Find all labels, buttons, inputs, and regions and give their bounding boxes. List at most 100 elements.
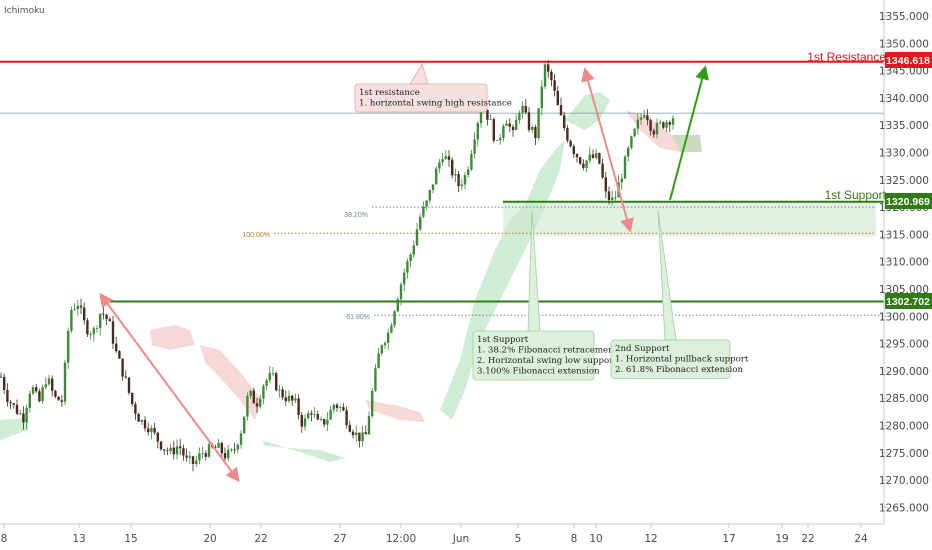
cloud-segment — [262, 440, 345, 462]
candle-body — [563, 115, 566, 129]
candle-body — [319, 419, 323, 420]
candle-body — [92, 328, 95, 335]
candle-body — [111, 321, 115, 344]
candle-body — [83, 307, 86, 321]
candle-body — [399, 284, 403, 300]
price-tick-label: 1265.000 — [879, 502, 929, 514]
candle-body — [127, 377, 131, 393]
candle-body — [15, 404, 19, 414]
candle-body — [99, 313, 102, 329]
candle-body — [502, 125, 505, 139]
support-label: 1st Support — [825, 188, 887, 202]
candle-body — [31, 387, 35, 394]
candle-body — [300, 415, 303, 427]
candle-body — [633, 128, 636, 137]
support2-price: 1302.702 — [886, 296, 930, 308]
candle-body — [19, 413, 22, 415]
support-price: 1320.969 — [886, 196, 930, 208]
candle-body — [44, 384, 47, 388]
candle-body — [611, 197, 614, 200]
candle-body — [105, 314, 108, 320]
time-tick-label: 8 — [571, 533, 578, 545]
price-tick-label: 1285.000 — [879, 393, 929, 405]
candle-body — [659, 122, 662, 124]
candle-body — [396, 299, 399, 312]
candle-body — [515, 119, 518, 130]
candle-body — [585, 160, 588, 168]
support2-note-box — [610, 339, 731, 379]
candle-body — [236, 444, 239, 450]
candle-body — [131, 392, 134, 405]
candle-body — [268, 373, 271, 381]
candle-body — [646, 115, 649, 121]
candle-body — [47, 378, 51, 385]
time-axis[interactable]: 8 13 15 20 22 27 12:00 Jun 5 8 10 12 17 19 22 24 — [1, 524, 868, 545]
candle-body — [12, 403, 15, 405]
candle-body — [262, 385, 265, 399]
candle-body — [540, 86, 543, 109]
candle-body — [451, 159, 454, 176]
candle-body — [505, 123, 508, 126]
candle-body — [499, 138, 502, 141]
price-tick-label: 1280.000 — [879, 421, 929, 433]
candle-body — [265, 380, 268, 386]
resistance-note-line: 1. horizontal swing high resistance — [359, 99, 512, 109]
candle-body — [95, 328, 99, 329]
candle-body — [323, 419, 326, 425]
candle-body — [86, 320, 89, 335]
candle-body — [623, 156, 627, 179]
price-axis[interactable]: 1265.000 1270.000 1275.000 1280.000 1285.000… — [879, 11, 929, 514]
candle-body — [406, 261, 409, 273]
candle-body — [275, 373, 278, 391]
candle-body — [403, 272, 406, 285]
candle-body — [182, 448, 185, 456]
candle-body — [326, 419, 329, 425]
candle-body — [179, 446, 182, 449]
price-tick-label: 1300.000 — [879, 311, 929, 323]
time-tick-label: 15 — [124, 533, 137, 545]
resistance-note-pointer — [409, 63, 429, 85]
candle-body — [476, 123, 479, 140]
candle-body — [137, 413, 140, 422]
candle-body — [575, 153, 579, 158]
time-tick-label: 13 — [72, 533, 85, 545]
candle-body — [124, 376, 127, 378]
cloud-segment — [0, 412, 28, 440]
price-flags: 1346.618 1320.969 1302.702 — [885, 52, 932, 309]
candle-body — [371, 390, 374, 417]
candle-body — [431, 184, 435, 190]
candle-body — [28, 393, 31, 408]
candle-body — [534, 127, 537, 139]
candle-body — [118, 351, 121, 359]
support2-note-line: 2nd Support — [615, 344, 670, 354]
candle-body — [73, 309, 76, 310]
candle-body — [342, 407, 345, 411]
candle-body — [588, 154, 591, 161]
candle-body — [175, 446, 179, 455]
candle-body — [76, 305, 79, 310]
candle-body — [329, 409, 332, 420]
candle-body — [460, 184, 463, 187]
price-tick-label: 1310.000 — [879, 257, 929, 269]
candle-body — [41, 387, 44, 402]
candle-body — [185, 455, 188, 458]
resistance-note-box — [354, 83, 488, 113]
candle-body — [662, 122, 665, 128]
time-tick-label: 22 — [254, 533, 267, 545]
candle-body — [422, 206, 425, 217]
price-tick-label: 1355.000 — [879, 11, 929, 23]
candle-body — [172, 447, 175, 455]
candle-body — [35, 387, 38, 392]
time-tick-label: 19 — [775, 533, 788, 545]
cloud-segment — [365, 400, 425, 422]
candle-body — [492, 119, 495, 141]
candle-body — [60, 400, 63, 402]
resistance-note-line: 1st resistance — [359, 88, 420, 98]
candle-body — [601, 163, 604, 178]
candle-body — [553, 80, 556, 91]
time-tick-label: 10 — [589, 533, 602, 545]
candle-body — [582, 163, 585, 168]
candle-body — [489, 119, 492, 120]
candle-body — [67, 330, 70, 363]
